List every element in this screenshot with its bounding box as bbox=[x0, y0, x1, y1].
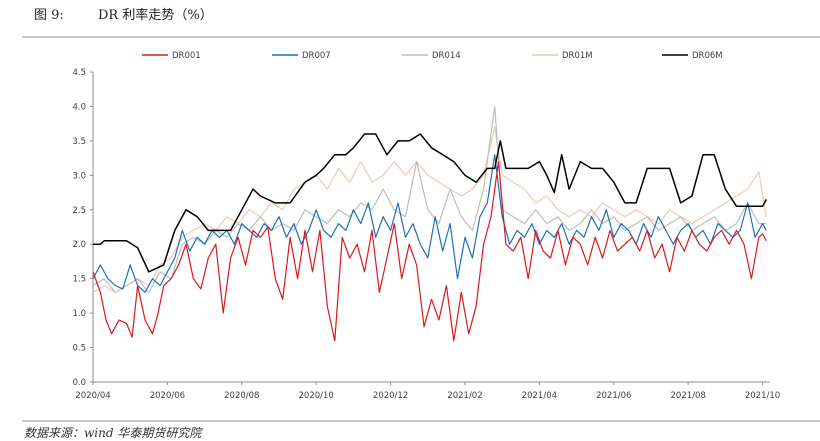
y-tick-label: 4.5 bbox=[72, 68, 86, 78]
x-tick-label: 2021/06 bbox=[596, 391, 631, 401]
legend-label-dr007: DR007 bbox=[302, 51, 331, 61]
y-tick-label: 0.5 bbox=[72, 344, 86, 354]
bottom-divider bbox=[22, 420, 820, 422]
series-line-dr007 bbox=[92, 154, 767, 293]
legend-label-dr06m: DR06M bbox=[692, 51, 723, 61]
chart-series bbox=[92, 105, 767, 342]
y-tick-label: 1.5 bbox=[72, 275, 86, 285]
x-tick-label: 2020/12 bbox=[373, 391, 408, 401]
x-tick-label: 2021/08 bbox=[671, 391, 706, 401]
y-tick-label: 2.0 bbox=[72, 240, 86, 250]
chart-legend: DR001 DR007 DR014 DR01M DR06M bbox=[142, 51, 723, 61]
x-tick-label: 2020/08 bbox=[224, 391, 259, 401]
x-tick-label: 2021/10 bbox=[745, 391, 780, 401]
y-tick-label: 3.0 bbox=[72, 171, 86, 181]
series-line-dr001 bbox=[92, 161, 767, 342]
legend-label-dr014: DR014 bbox=[432, 51, 461, 61]
y-tick-label: 2.5 bbox=[72, 206, 86, 216]
y-tick-label: 0.0 bbox=[72, 378, 86, 388]
series-line-dr01m bbox=[92, 126, 767, 293]
figure-title-text: DR 利率走势（%） bbox=[98, 8, 213, 23]
top-divider bbox=[22, 36, 820, 38]
figure-title: 图 9: DR 利率走势（%） bbox=[34, 4, 213, 23]
series-line-dr014 bbox=[92, 105, 767, 293]
y-axis: 0.0 0.5 1.0 1.5 2.0 2.5 3.0 3.5 4.0 4.5 bbox=[72, 68, 94, 388]
y-tick-label: 4.0 bbox=[72, 102, 86, 112]
y-tick-label: 3.5 bbox=[72, 137, 86, 147]
series-line-dr06m bbox=[93, 133, 767, 273]
figure-number: 图 9: bbox=[34, 8, 64, 23]
x-axis: 2020/04 2020/06 2020/08 2020/10 2020/12 2021/… bbox=[75, 381, 780, 401]
x-tick-label: 2021/04 bbox=[522, 391, 557, 401]
x-tick-label: 2020/06 bbox=[150, 391, 185, 401]
legend-label-dr01m: DR01M bbox=[562, 51, 593, 61]
y-tick-label: 1.0 bbox=[72, 309, 86, 319]
x-tick-label: 2021/02 bbox=[447, 391, 482, 401]
x-tick-label: 2020/04 bbox=[75, 391, 110, 401]
x-tick-label: 2020/10 bbox=[299, 391, 334, 401]
source-note: 数据来源：wind 华泰期货研究院 bbox=[24, 426, 202, 440]
legend-label-dr001: DR001 bbox=[172, 51, 201, 61]
